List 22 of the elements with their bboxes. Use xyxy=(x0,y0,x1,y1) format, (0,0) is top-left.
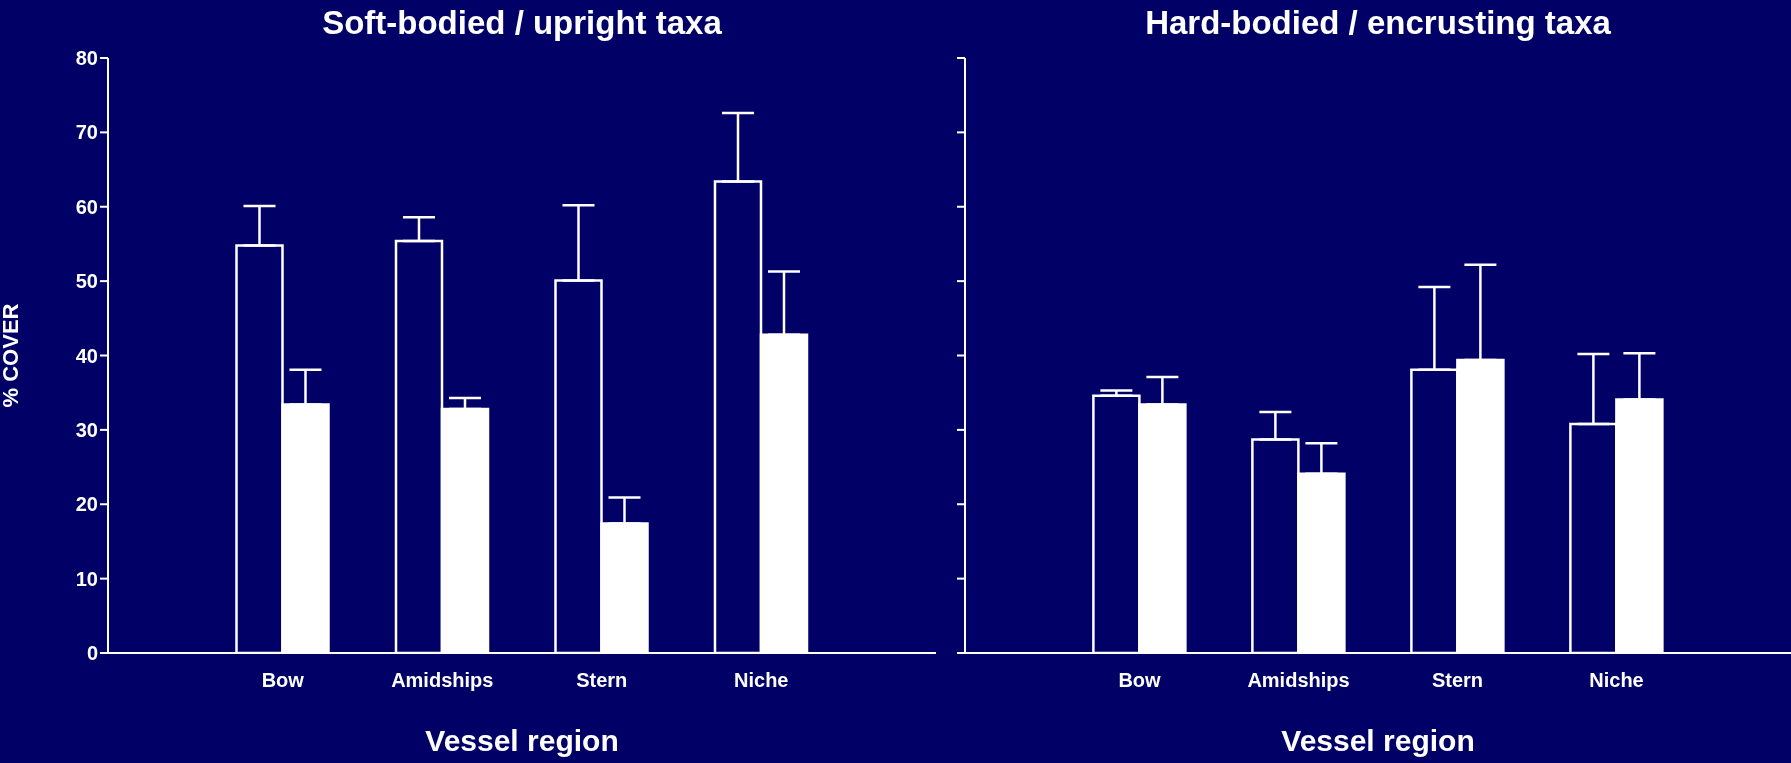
y-tick-label: 80 xyxy=(75,47,98,70)
x-tick-label: Bow xyxy=(261,669,305,692)
x-tick-label: Amidships xyxy=(1247,669,1350,692)
chart-title: Soft-bodied / upright taxa xyxy=(321,4,723,42)
y-tick-label: 30 xyxy=(75,418,98,441)
x-tick-label: Niche xyxy=(1589,669,1644,692)
x-axis-title: Vessel region xyxy=(1281,724,1475,757)
x-tick-label: Niche xyxy=(734,669,789,692)
chart-title: Hard-bodied / encrusting taxa xyxy=(1144,4,1612,42)
y-tick-label: 0 xyxy=(86,642,98,665)
y-tick-label: 50 xyxy=(75,270,98,293)
y-tick-label: 60 xyxy=(75,195,98,218)
x-tick-label: Bow xyxy=(1118,669,1162,692)
y-tick-label: 40 xyxy=(75,344,98,367)
y-axis-title: % COVER xyxy=(0,303,23,408)
x-axis-title: Vessel region xyxy=(425,724,619,757)
y-tick-label: 10 xyxy=(75,567,98,590)
y-tick-label: 70 xyxy=(75,121,98,144)
x-tick-label: Stern xyxy=(576,669,628,692)
x-tick-label: Amidships xyxy=(391,669,494,692)
y-tick-label: 20 xyxy=(75,493,98,516)
x-tick-label: Stern xyxy=(1431,669,1484,692)
